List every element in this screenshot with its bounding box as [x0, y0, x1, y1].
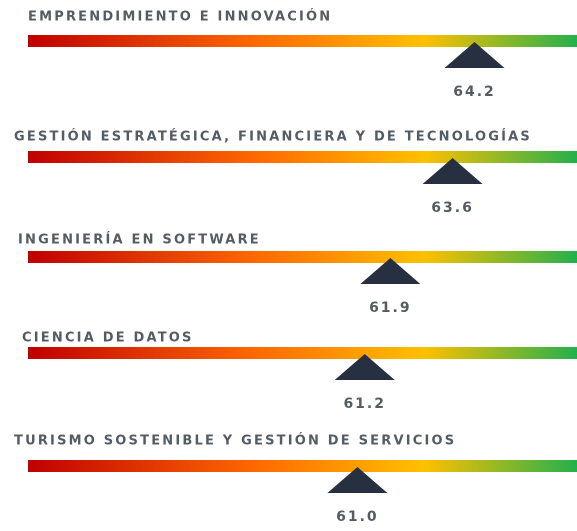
gradient-bar	[28, 35, 577, 47]
marker	[422, 158, 483, 184]
gradient-bar	[28, 460, 577, 472]
value-label: 61.0	[336, 509, 379, 525]
category-label: INGENIERÍA EN SOFTWARE	[18, 232, 261, 248]
value-label: 64.2	[453, 84, 496, 100]
gradient-bar	[28, 151, 577, 163]
value-label: 61.9	[369, 300, 412, 316]
marker	[444, 42, 505, 68]
gradient-bar	[28, 347, 577, 359]
marker	[360, 258, 421, 284]
category-label: GESTIÓN ESTRATÉGICA, FINANCIERA Y DE TEC…	[14, 129, 532, 145]
value-label: 63.6	[431, 200, 474, 216]
category-label: TURISMO SOSTENIBLE Y GESTIÓN DE SERVICIO…	[14, 433, 456, 449]
marker	[334, 354, 395, 380]
gradient-bar	[28, 251, 577, 263]
category-label: CIENCIA DE DATOS	[22, 331, 194, 346]
value-label: 61.2	[343, 396, 386, 412]
category-label: EMPRENDIMIENTO E INNOVACIÓN	[28, 9, 332, 25]
marker	[327, 467, 388, 493]
